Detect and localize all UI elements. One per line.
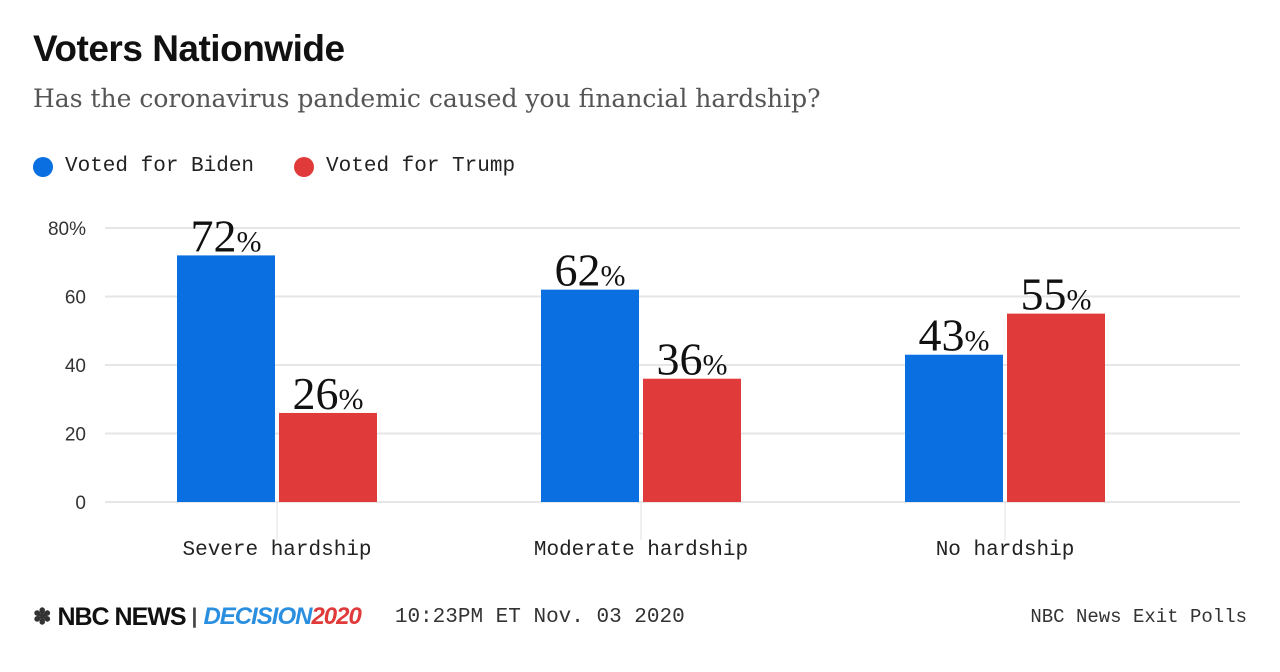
y-tick-label: 20 bbox=[65, 425, 86, 446]
data-label: 62% bbox=[555, 245, 626, 296]
data-label: 26% bbox=[293, 368, 364, 419]
logo-nbc-news: NBC NEWS bbox=[57, 602, 186, 631]
chart-subtitle: Has the coronavirus pandemic caused you … bbox=[33, 84, 821, 113]
legend-swatch-biden bbox=[33, 156, 53, 177]
bar bbox=[905, 354, 1003, 502]
legend-label-trump: Voted for Trump bbox=[326, 155, 516, 178]
peacock-icon: ✽ bbox=[33, 604, 52, 629]
timestamp: 10:23PM ET Nov. 03 2020 bbox=[394, 605, 685, 629]
chart-title: Voters Nationwide bbox=[33, 28, 345, 69]
x-tick-label: Moderate hardship bbox=[534, 539, 748, 562]
y-tick-label: 60 bbox=[65, 288, 86, 309]
x-tick-label: Severe hardship bbox=[182, 539, 371, 562]
logo-divider: | bbox=[191, 605, 198, 628]
data-label: 55% bbox=[1021, 269, 1092, 320]
legend-label-biden: Voted for Biden bbox=[65, 155, 255, 178]
bar bbox=[1007, 313, 1105, 502]
y-tick-label: 40 bbox=[65, 356, 86, 377]
data-label: 72% bbox=[191, 210, 262, 261]
legend: Voted for Biden Voted for Trump bbox=[33, 155, 515, 178]
logo-decision-text: DECISION bbox=[203, 603, 312, 630]
bar bbox=[541, 289, 639, 502]
bar bbox=[279, 412, 377, 502]
legend-item-trump: Voted for Trump bbox=[294, 155, 515, 178]
x-tick-label: No hardship bbox=[936, 539, 1075, 562]
logo-decision: DECISION2020 bbox=[203, 603, 361, 631]
y-tick-label: 80% bbox=[48, 219, 86, 240]
nbc-decision-logo: ✽ NBC NEWS | DECISION2020 bbox=[33, 602, 362, 632]
legend-swatch-trump bbox=[294, 156, 315, 177]
bar bbox=[643, 378, 741, 502]
logo-year: 2020 bbox=[311, 603, 361, 630]
data-label: 43% bbox=[919, 310, 990, 361]
legend-item-biden: Voted for Biden bbox=[33, 155, 254, 178]
footer: ✽ NBC NEWS | DECISION2020 10:23PM ET Nov… bbox=[33, 600, 1247, 634]
bar bbox=[177, 255, 275, 502]
source: NBC News Exit Polls bbox=[1030, 606, 1247, 628]
data-label: 36% bbox=[657, 334, 728, 385]
y-tick-label: 0 bbox=[75, 493, 86, 514]
